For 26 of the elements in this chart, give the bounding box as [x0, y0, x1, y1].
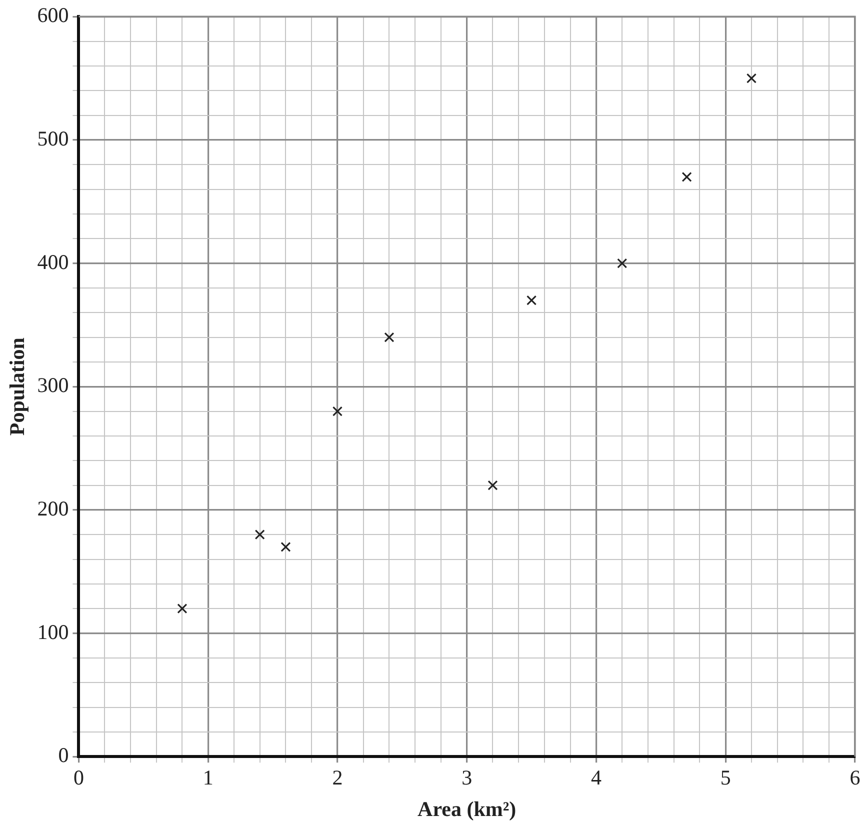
- x-tick-label: 5: [720, 766, 731, 790]
- point: [332, 406, 343, 416]
- x-tick-label: 0: [73, 766, 84, 790]
- x-tick-label: 3: [462, 766, 472, 790]
- point: [746, 73, 757, 84]
- y-tick-label: 600: [37, 3, 69, 28]
- y-axis-title: Population: [5, 337, 30, 436]
- y-tick-label: 0: [58, 743, 69, 768]
- y-tick-label: 100: [37, 620, 69, 644]
- x-tick-label: 2: [332, 766, 343, 790]
- x-tick-label: 6: [850, 766, 860, 790]
- y-tick-label: 400: [37, 250, 69, 274]
- point: [526, 295, 537, 306]
- x-tick-label: 1: [202, 766, 214, 790]
- y-tick-label: 500: [37, 126, 69, 150]
- point: [384, 332, 394, 342]
- point: [280, 542, 291, 552]
- y-tick-label: 300: [37, 373, 69, 398]
- point: [254, 530, 265, 540]
- point: [617, 258, 628, 268]
- x-axis-title: Area (km²): [418, 796, 516, 821]
- point: [488, 480, 498, 490]
- point: [177, 604, 188, 614]
- x-tick-label: 4: [590, 766, 602, 790]
- y-tick-label: 200: [37, 496, 69, 520]
- point: [682, 172, 692, 182]
